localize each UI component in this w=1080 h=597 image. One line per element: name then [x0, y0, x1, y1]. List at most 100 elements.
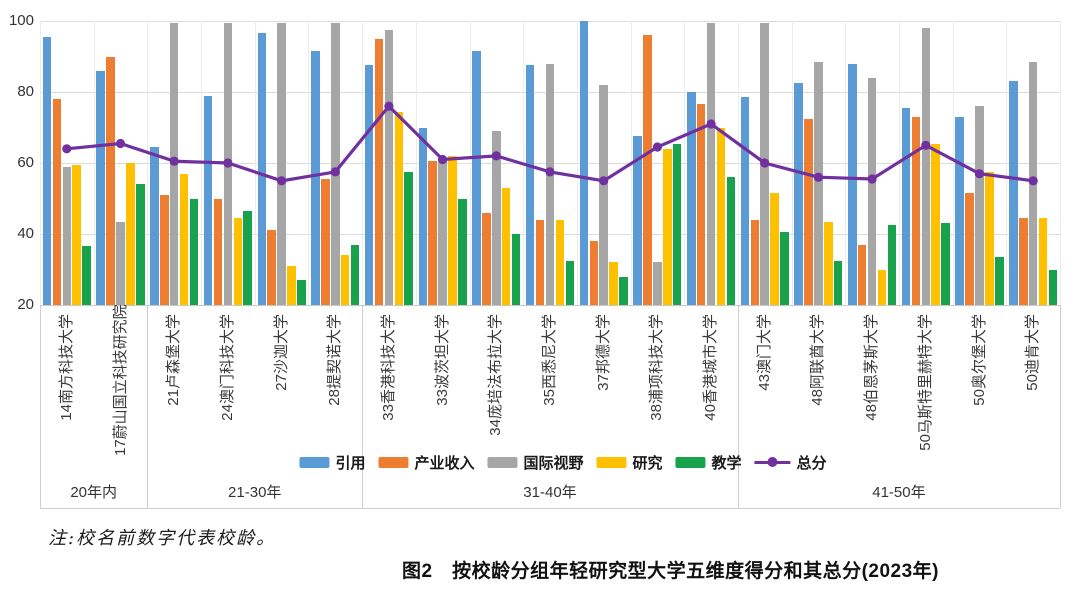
- bar-研究-27沙迦大学: [287, 265, 296, 305]
- x-category-label: 48伯恩茅斯大学: [863, 314, 881, 421]
- group-separator: [1060, 305, 1061, 508]
- bar-研究-17蔚山国立科技研究院: [126, 163, 135, 305]
- legend-swatch-icon: [675, 457, 706, 468]
- age-group-label: 41-50年: [872, 484, 926, 501]
- bar-产业收入-35西悉尼大学: [535, 219, 545, 305]
- bar-教学-33波茨坦大学: [458, 198, 467, 305]
- legend-swatch-icon: [487, 457, 518, 468]
- gridline-x-boundary: [201, 21, 203, 305]
- bar-研究-14南方科技大学: [72, 164, 81, 305]
- gridline-x-boundary: [630, 21, 632, 305]
- age-group-label: 21-30年: [228, 484, 282, 501]
- gridline-x-boundary: [93, 21, 95, 305]
- x-category-label: 48阿联酋大学: [809, 314, 827, 406]
- total-score-marker-17蔚山国立科技研究院: [115, 138, 126, 149]
- bar-国际视野-48伯恩茅斯大学: [867, 77, 877, 305]
- legend-item-教学: 教学: [675, 452, 742, 473]
- bar-引用-14南方科技大学: [42, 37, 52, 305]
- bar-教学-38浦项科技大学: [672, 143, 682, 305]
- total-score-marker-14南方科技大学: [62, 144, 72, 154]
- legend-swatch-icon: [378, 457, 409, 468]
- x-category-label: 34庞培法布拉大学: [487, 314, 505, 436]
- bar-研究-33波茨坦大学: [448, 155, 457, 305]
- bar-教学-48伯恩茅斯大学: [887, 225, 897, 305]
- figure-note: 注:校名前数字代表校龄。: [48, 528, 277, 549]
- legend-label: 教学: [711, 455, 742, 472]
- bar-教学-27沙迦大学: [297, 280, 306, 305]
- legend-line-marker-icon: [754, 457, 791, 468]
- bar-国际视野-33香港科技大学: [384, 29, 394, 305]
- bar-引用-33波茨坦大学: [418, 127, 428, 305]
- bar-引用-28提契诺大学: [311, 51, 320, 305]
- bar-产业收入-14南方科技大学: [52, 99, 62, 305]
- legend-label: 产业收入: [414, 455, 475, 472]
- x-category-label: 43澳门大学: [755, 314, 773, 391]
- y-tick-label: 20: [17, 296, 34, 313]
- bar-研究-48伯恩茅斯大学: [877, 269, 887, 305]
- bar-教学-14南方科技大学: [82, 246, 91, 305]
- bar-国际视野-27沙迦大学: [277, 22, 286, 305]
- total-score-marker-38浦项科技大学: [652, 142, 663, 152]
- bar-产业收入-21卢森堡大学: [160, 194, 169, 305]
- group-separator: [40, 305, 41, 508]
- bar-产业收入-43澳门大学: [750, 219, 760, 305]
- bar-教学-43澳门大学: [780, 232, 789, 305]
- bar-研究-50马斯特里赫特大学: [931, 143, 940, 305]
- x-category-label: 37邦德大学: [594, 314, 612, 391]
- x-category-label: 40香港城市大学: [702, 314, 720, 421]
- bar-产业收入-40香港城市大学: [696, 104, 706, 305]
- bar-产业收入-27沙迦大学: [267, 230, 276, 305]
- bar-国际视野-21卢森堡大学: [169, 22, 179, 305]
- bar-引用-43澳门大学: [740, 97, 750, 305]
- gridline-x-boundary: [684, 21, 686, 305]
- legend-item-产业收入: 产业收入: [378, 452, 474, 473]
- bar-研究-34庞培法布拉大学: [501, 187, 511, 305]
- group-separator: [737, 305, 739, 508]
- bar-引用-50迪肯大学: [1009, 81, 1018, 305]
- bar-教学-50迪肯大学: [1048, 269, 1058, 305]
- bar-国际视野-24澳门科技大学: [223, 22, 233, 305]
- bar-引用-40香港城市大学: [687, 92, 696, 305]
- bar-研究-43澳门大学: [770, 193, 779, 305]
- bar-产业收入-17蔚山国立科技研究院: [106, 56, 115, 305]
- bar-教学-28提契诺大学: [350, 244, 360, 305]
- gridline-x-boundary: [845, 21, 847, 305]
- bar-产业收入-48阿联酋大学: [804, 118, 813, 305]
- bar-引用-38浦项科技大学: [633, 136, 642, 305]
- bar-国际视野-37邦德大学: [599, 84, 608, 305]
- legend-item-国际视野: 国际视野: [487, 452, 584, 473]
- bar-引用-27沙迦大学: [257, 33, 267, 305]
- x-category-label: 24澳门科技大学: [218, 314, 236, 421]
- bar-教学-48阿联酋大学: [833, 260, 843, 305]
- age-group-label: 31-40年: [523, 484, 577, 501]
- bar-教学-37邦德大学: [619, 276, 628, 305]
- gridline-x-boundary: [469, 21, 471, 305]
- gridline-x-boundary: [362, 21, 364, 305]
- legend-swatch-icon: [299, 457, 330, 468]
- bar-教学-33香港科技大学: [404, 171, 413, 305]
- bar-国际视野-33波茨坦大学: [438, 157, 447, 305]
- bar-教学-21卢森堡大学: [189, 198, 199, 305]
- bar-教学-40香港城市大学: [726, 177, 736, 305]
- bar-产业收入-28提契诺大学: [321, 179, 330, 305]
- bar-引用-50马斯特里赫特大学: [901, 108, 911, 305]
- bar-研究-48阿联酋大学: [824, 221, 833, 305]
- x-category-label: 33香港科技大学: [379, 314, 397, 421]
- y-tick-label: 40: [17, 225, 34, 242]
- bar-引用-17蔚山国立科技研究院: [96, 70, 105, 305]
- bar-国际视野-28提契诺大学: [331, 22, 340, 305]
- gridline-x-boundary: [308, 21, 310, 305]
- bar-引用-48阿联酋大学: [794, 83, 803, 305]
- bar-国际视野-14南方科技大学: [62, 166, 72, 305]
- gridline-x-boundary: [952, 21, 954, 305]
- gridline-x-boundary: [737, 21, 739, 305]
- gridline-y-20: [40, 305, 1060, 306]
- band-bottom-rule: [40, 508, 1060, 509]
- gridline-x-boundary: [415, 21, 417, 305]
- y-tick-label: 80: [17, 83, 34, 100]
- legend-label: 引用: [335, 455, 366, 472]
- bar-教学-34庞培法布拉大学: [511, 234, 521, 305]
- bar-产业收入-50马斯特里赫特大学: [911, 116, 921, 305]
- gridline-x-boundary: [1060, 21, 1061, 305]
- bar-引用-35西悉尼大学: [525, 65, 535, 305]
